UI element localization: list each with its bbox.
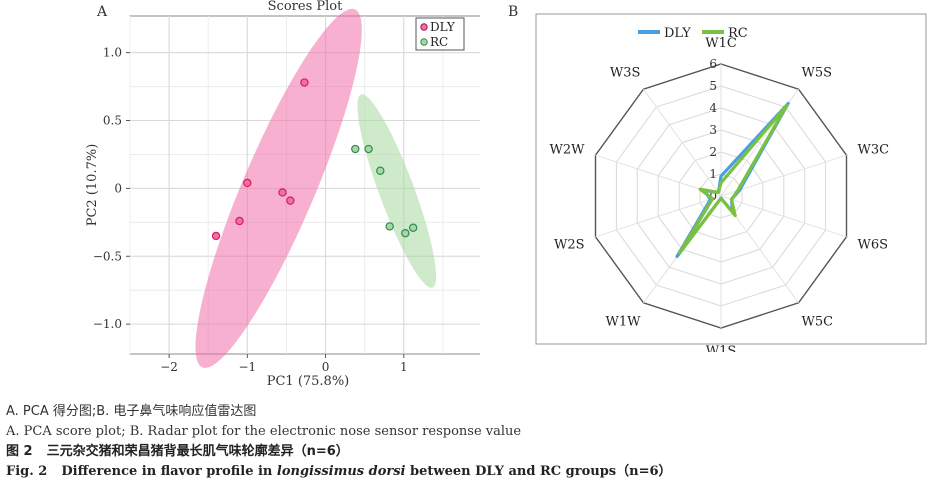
figure-caption: A. PCA 得分图;B. 电子鼻气味响应值雷达图 A. PCA score p… [6, 402, 936, 482]
legend-dly-text: DLY [664, 26, 691, 41]
ellipse-dly [195, 8, 362, 369]
point-dly [286, 196, 295, 205]
caption-line-cn: A. PCA 得分图;B. 电子鼻气味响应值雷达图 [6, 404, 257, 419]
point-dly [243, 178, 252, 188]
legend-rc-marker [420, 38, 428, 46]
legend-rc-label: RC [430, 35, 448, 49]
radar-tick-label: 2 [709, 145, 717, 159]
figure-number-en: Fig. 2 [6, 464, 48, 479]
legend-dly-label: DLY [430, 20, 456, 34]
radar-axis-label: W2W [550, 142, 586, 157]
y-tick-label: 1.0 [103, 46, 122, 60]
figure-title-en: Fig. 2 Difference in flavor profile in lo… [6, 462, 936, 482]
point-rc [385, 222, 394, 231]
point-rc [376, 166, 385, 175]
point-rc [408, 223, 418, 232]
radar-axis-label: W2S [554, 238, 585, 253]
radar-tick-label: 1 [709, 167, 717, 181]
legend-a: DLY RC [415, 17, 465, 51]
point-dly [278, 188, 287, 197]
radar-series [675, 101, 790, 259]
radar-spoke [720, 195, 847, 238]
radar-series-rc [678, 103, 789, 255]
radar-tick-label: 5 [709, 79, 717, 93]
figure-title-en-post: between DLY and RC groups（n=6） [405, 464, 672, 479]
x-tick-label: −1 [238, 360, 256, 374]
scores-plot-title: Scores Plot [268, 0, 343, 14]
radar-tick-label: 0 [709, 189, 717, 203]
radar-axis-label: W1C [705, 36, 737, 51]
radar-axis-label: W5C [802, 315, 834, 330]
y-tick-label: −0.5 [93, 249, 122, 263]
legend-rc-text: RC [728, 26, 748, 41]
caption-line-en: A. PCA score plot; B. Radar plot for the… [6, 424, 522, 439]
radar-tick-label: 4 [709, 101, 717, 115]
radar-tick-label: 3 [709, 123, 717, 137]
figure-title-en-pre: Difference in flavor profile in [61, 464, 277, 479]
point-rc [401, 228, 410, 238]
pca-scores-plot: A Scores Plot −2 −1 0 1 1.0 0.5 0 −0.5 −1.0 PC1 … [85, 0, 480, 389]
x-tick-label: 0 [322, 360, 330, 374]
score-points [211, 78, 418, 241]
radar-tick-label: 6 [709, 57, 717, 71]
confidence-ellipses [195, 8, 437, 369]
figure-title-en-italic: longissimus dorsi [276, 464, 406, 479]
radar-axis-label: W1S [706, 344, 737, 352]
y-tick-label: 0 [114, 181, 122, 195]
axis-ticks-a: −2 −1 0 1 1.0 0.5 0 −0.5 −1.0 [93, 46, 408, 374]
y-tick-label: 0.5 [103, 114, 122, 128]
radar-axis-label: W3C [857, 142, 889, 157]
y-tick-label: −1.0 [93, 317, 122, 331]
point-dly [300, 78, 309, 87]
x-axis-label: PC1 (75.8%) [267, 374, 350, 389]
point-rc [364, 144, 373, 154]
legend-b: DLY RC [638, 26, 748, 41]
x-tick-label: −2 [160, 360, 178, 374]
y-axis-label: PC2 (10.7%) [85, 144, 100, 227]
radar-labels: W1C W5S W3C W6S W5C W1S W1W W2S W2W W3S [550, 36, 890, 352]
panel-a-label: A [96, 4, 108, 20]
radar-axis-label: W1W [605, 315, 641, 330]
figure-number-cn: 图 2 [6, 444, 33, 459]
radar-plot: B DLY RC 0 1 2 3 4 5 6 W1C W5S W3C W6S W5C W1S W1W W2… [508, 4, 927, 352]
radar-spoke [595, 195, 722, 238]
radar-axis-label: W5S [802, 65, 833, 80]
panel-b-label: B [508, 4, 518, 20]
point-dly [211, 231, 221, 241]
legend-dly-marker [420, 23, 428, 31]
x-tick-label: 1 [400, 360, 408, 374]
radar-frame [535, 13, 927, 345]
radar-axis-label: W3S [610, 65, 641, 80]
ellipse-rc [357, 94, 437, 288]
radar-axis-label: W6S [857, 238, 888, 253]
figure-title-cn: 图 2 三元杂交猪和荣昌猪背最长肌气味轮廓差异（n=6） [6, 442, 936, 462]
point-rc [351, 144, 360, 154]
point-dly [235, 216, 244, 226]
figure-title-cn-text: 三元杂交猪和荣昌猪背最长肌气味轮廓差异（n=6） [46, 444, 349, 459]
radar-spoke [643, 88, 722, 197]
